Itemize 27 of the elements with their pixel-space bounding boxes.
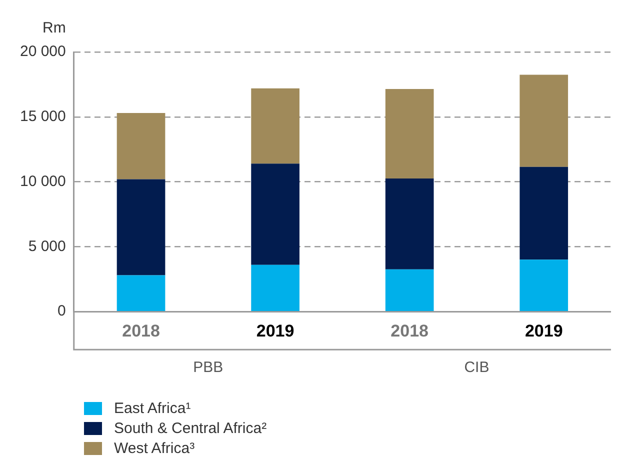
x-tick-label: 2018 [122,321,160,340]
bar [251,164,300,265]
y-tick-label: 20 000 [20,43,66,60]
text: PBB [193,359,224,376]
text: CIB [464,359,490,376]
bar [116,179,166,276]
x-tick-label: 2019 [256,321,294,340]
bar [520,74,568,167]
x-tick-label: 2019 [524,321,563,340]
y-tick-label: 0 [58,302,66,320]
bar [251,88,300,164]
legend-label: East Africa¹ [114,400,191,416]
bar [116,275,166,311]
y-tick-label: 15 000 [20,108,66,126]
bar [385,88,434,179]
bar [251,264,300,311]
bar [385,178,434,270]
legend-label: West Africa³ [114,440,195,456]
x-tick-label: 2018 [390,321,428,340]
bar [385,269,434,311]
y-tick-label: 10 000 [20,172,66,190]
bar [116,113,166,180]
bar [520,260,568,311]
y-axis-title: Rm [42,20,66,37]
bar [520,166,568,260]
legend-label: South & Central Africa² [114,420,267,436]
y-tick-label: 5 000 [28,238,66,255]
